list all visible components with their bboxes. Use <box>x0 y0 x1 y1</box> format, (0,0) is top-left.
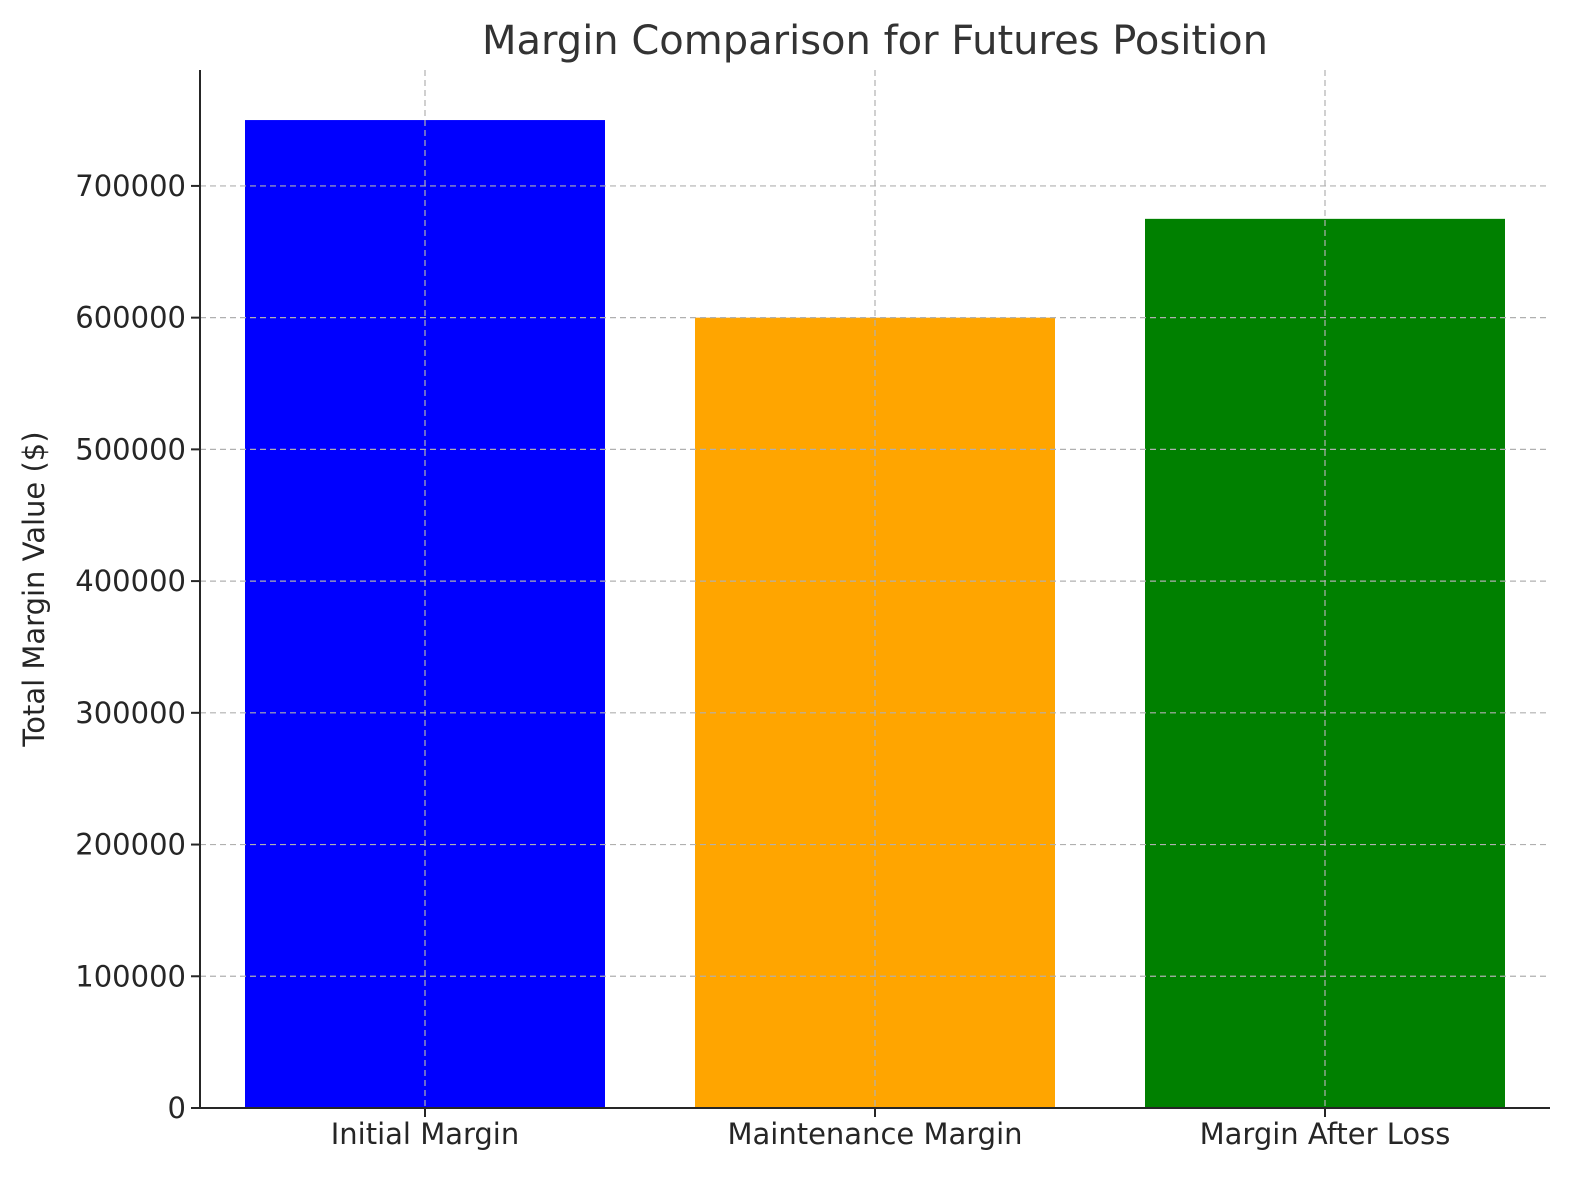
y-tick-label: 300000 <box>75 696 186 730</box>
y-tick-label: 200000 <box>75 828 186 862</box>
y-tick-label: 700000 <box>75 169 186 203</box>
x-tick-label: Initial Margin <box>331 1117 520 1151</box>
chart-title: Margin Comparison for Futures Position <box>482 18 1268 64</box>
y-tick-label: 0 <box>168 1091 186 1125</box>
x-tick-label: Maintenance Margin <box>727 1117 1022 1151</box>
grid-lines <box>200 70 1550 1108</box>
y-tick-label: 400000 <box>75 564 186 598</box>
y-tick-label: 100000 <box>75 959 186 993</box>
y-tick-label: 500000 <box>75 432 186 466</box>
x-tick-label: Margin After Loss <box>1200 1117 1451 1151</box>
ticks: 0 100000 200000 300000 400000 500000 600000 700… <box>75 169 1450 1151</box>
y-axis-label: Total Margin Value ($) <box>17 431 51 747</box>
y-tick-label: 600000 <box>75 301 186 335</box>
